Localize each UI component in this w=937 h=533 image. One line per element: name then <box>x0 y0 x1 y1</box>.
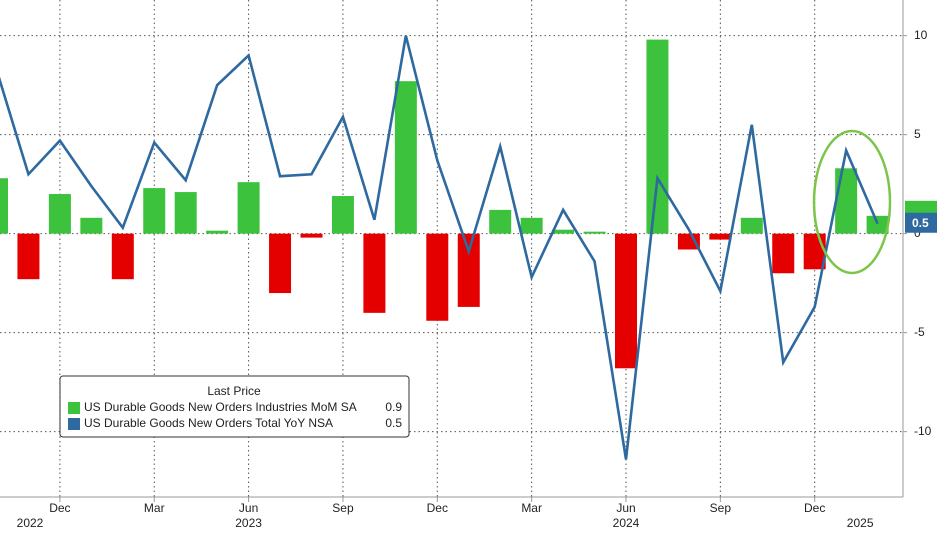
highlight-ellipse <box>812 129 892 275</box>
bar <box>835 168 858 234</box>
legend-value: 0.5 <box>385 416 402 430</box>
x-year-label: 2025 <box>847 516 874 530</box>
bar <box>48 194 71 234</box>
last-value-label: 0.5 <box>912 216 929 230</box>
bar <box>111 233 134 280</box>
bar <box>646 39 669 234</box>
legend-box <box>59 375 410 438</box>
bar <box>17 233 40 280</box>
bar <box>269 233 292 294</box>
bar <box>866 215 889 234</box>
x-year-label: 2024 <box>613 516 640 530</box>
bar <box>772 233 795 274</box>
last-value-tag <box>905 212 937 233</box>
bar <box>552 229 575 234</box>
y-tick-label: 10 <box>914 28 928 42</box>
x-tick-label: Dec <box>427 501 448 515</box>
y-tick-label: 0 <box>914 226 921 240</box>
y-tick-label: 5 <box>914 127 921 141</box>
x-tick-label: Mar <box>521 501 542 515</box>
x-tick-label: Dec <box>804 501 825 515</box>
x-tick-label: Sep <box>710 501 732 515</box>
x-tick-label: Jun <box>239 501 258 515</box>
x-tick-label: Mar <box>144 501 165 515</box>
bar <box>615 233 637 369</box>
bar <box>331 196 354 234</box>
bar <box>237 182 260 234</box>
bar <box>143 188 166 234</box>
x-tick-label: Jun <box>616 501 635 515</box>
bar <box>520 217 543 234</box>
x-tick-label: Sep <box>332 501 354 515</box>
bar <box>363 233 386 313</box>
x-tick-label: Dec <box>49 501 70 515</box>
bar <box>206 230 229 234</box>
legend-label: US Durable Goods New Orders Industries M… <box>84 400 357 414</box>
legend-title: Last Price <box>207 384 261 398</box>
bar <box>394 81 417 234</box>
bar <box>457 233 480 307</box>
x-year-label: 2022 <box>17 516 44 530</box>
legend-label: US Durable Goods New Orders Total YoY NS… <box>84 416 333 430</box>
bar <box>426 233 449 321</box>
y-tick-label: -5 <box>914 325 925 339</box>
legend-swatch <box>68 418 80 430</box>
bar <box>583 231 606 234</box>
legend-value: 0.9 <box>385 400 402 414</box>
bar <box>80 217 103 234</box>
bar <box>740 217 763 234</box>
bar <box>174 192 197 234</box>
y-tick-label: -10 <box>914 424 932 438</box>
line <box>0 35 879 460</box>
x-year-label: 2023 <box>235 516 262 530</box>
legend-swatch <box>68 402 80 414</box>
bar <box>0 178 8 234</box>
bar <box>489 209 512 234</box>
bar <box>709 233 732 240</box>
bar <box>300 233 323 238</box>
